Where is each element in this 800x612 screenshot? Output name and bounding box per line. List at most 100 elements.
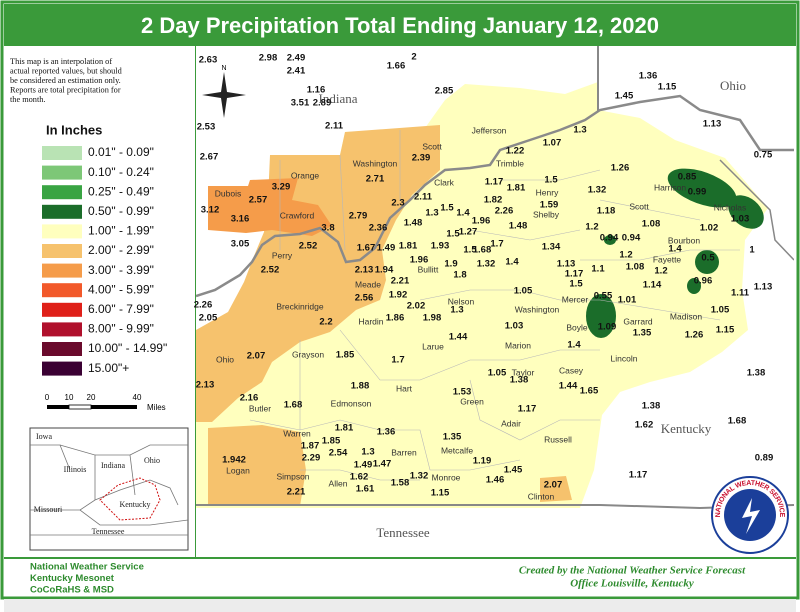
- precip-zone: [687, 278, 701, 294]
- station-value: 1.13: [754, 282, 773, 293]
- disclaimer-line: the month.: [10, 95, 46, 104]
- station-value: 0.5: [701, 253, 715, 264]
- station-value: 2.57: [249, 195, 268, 206]
- station-value: 1.36: [639, 71, 658, 82]
- station-value: 1.17: [629, 470, 648, 481]
- legend-swatch: [42, 342, 82, 356]
- county-border: [469, 379, 600, 441]
- county-label: Washington: [515, 304, 560, 314]
- station-value: 1.9: [444, 259, 457, 270]
- station-value: 0.55: [594, 291, 613, 302]
- station-value: 1.5: [463, 245, 477, 256]
- station-value: 1.11: [731, 288, 750, 299]
- station-value: 1.17: [565, 269, 584, 280]
- station-value: 1.2: [619, 250, 632, 261]
- station-value: 2: [411, 52, 416, 63]
- county-label: Casey: [559, 365, 584, 375]
- inset-label: Kentucky: [119, 500, 150, 509]
- station-value: 1.2: [654, 266, 667, 277]
- station-value: 2.07: [247, 351, 266, 362]
- station-value: 1.5: [544, 175, 558, 186]
- station-value: 2.13: [355, 265, 374, 276]
- station-value: 1.35: [633, 328, 652, 339]
- station-value: 1.15: [716, 325, 735, 336]
- county-label: Grayson: [292, 349, 324, 359]
- county-label: Nicholas: [714, 202, 747, 212]
- station-value: 1.62: [635, 420, 654, 431]
- precip-zone: [667, 168, 737, 208]
- inset-border: [79, 479, 179, 511]
- station-value: 2.13: [196, 380, 215, 391]
- state-label: Ohio: [720, 78, 746, 93]
- station-value: 1.49: [354, 460, 373, 471]
- county-label: Washington: [353, 158, 398, 168]
- legend-swatch: [42, 224, 82, 239]
- station-value: 2.71: [366, 174, 385, 185]
- county-label: Nelson: [448, 296, 475, 306]
- scale-bar: [68, 404, 92, 410]
- station-value: 3.12: [201, 205, 220, 216]
- county-label: Metcalfe: [441, 445, 473, 455]
- station-value: 1.62: [350, 472, 369, 483]
- title: 2 Day Precipitation Total Ending January…: [141, 13, 659, 38]
- station-value: 0.89: [755, 453, 774, 464]
- station-value: 1.45: [504, 465, 523, 476]
- county-label: Trimble: [496, 158, 524, 168]
- county-label: Perry: [272, 250, 293, 260]
- credit-left: CoCoRaHS & MSD: [30, 585, 114, 596]
- station-value: 1.5: [446, 229, 460, 240]
- station-value: 1.16: [307, 85, 326, 96]
- station-value: 1.18: [597, 206, 616, 217]
- county-label: Lincoln: [611, 353, 638, 363]
- station-value: 1.17: [485, 177, 504, 188]
- credit-right: Created by the National Weather Service …: [519, 565, 746, 577]
- legend-swatch: [42, 263, 82, 278]
- scale-tick-label: 10: [65, 393, 74, 402]
- station-value: 2.05: [199, 313, 218, 324]
- station-value: 1.81: [335, 423, 354, 434]
- header-bar: [4, 4, 796, 46]
- legend-label: 0.01" - 0.09": [88, 145, 154, 159]
- station-value: 1.85: [336, 350, 355, 361]
- legend-swatch: [42, 185, 82, 200]
- county-label: Larue: [422, 341, 444, 351]
- legend-title: In Inches: [46, 122, 102, 137]
- station-value: 1.67: [357, 243, 376, 254]
- legend-label: 6.00" - 7.99": [88, 302, 154, 316]
- station-value: 1.7: [391, 355, 404, 366]
- station-value: 1.45: [615, 91, 634, 102]
- station-value: 1.32: [588, 185, 607, 196]
- station-value: 1.02: [700, 223, 719, 234]
- station-value: 1.15: [431, 488, 450, 499]
- station-value: 1.58: [391, 478, 410, 489]
- station-value: 1.48: [509, 221, 528, 232]
- station-value: 2.52: [299, 241, 318, 252]
- county-label: Hart: [396, 383, 413, 393]
- station-value: 1.96: [410, 255, 429, 266]
- county-label: Edmonson: [331, 398, 372, 408]
- county-border: [599, 199, 701, 221]
- county-border: [419, 289, 561, 301]
- county-label: Bourbon: [668, 235, 700, 245]
- station-value: 2.16: [240, 393, 259, 404]
- station-value: 1.1: [591, 264, 605, 275]
- county-label: Orange: [291, 170, 320, 180]
- station-value: 1.65: [580, 386, 599, 397]
- station-value: 1.26: [685, 330, 704, 341]
- station-value: 2.79: [349, 211, 368, 222]
- county-label: Simpson: [276, 471, 309, 481]
- county-border: [339, 154, 346, 251]
- county-label: Henry: [536, 187, 559, 197]
- station-value: 1.68: [284, 400, 303, 411]
- station-value: 2.67: [200, 152, 219, 163]
- station-value: 2.49: [287, 53, 306, 64]
- legend-label: 3.00" - 3.99": [88, 263, 154, 277]
- legend-label: 10.00" - 14.99": [88, 341, 167, 355]
- station-value: 1.05: [514, 286, 533, 297]
- station-value: 1.98: [423, 313, 442, 324]
- station-value: 1.03: [505, 321, 524, 332]
- station-value: 2.29: [302, 453, 321, 464]
- county-label: Russell: [544, 434, 572, 444]
- credit-left: Kentucky Mesonet: [30, 573, 115, 584]
